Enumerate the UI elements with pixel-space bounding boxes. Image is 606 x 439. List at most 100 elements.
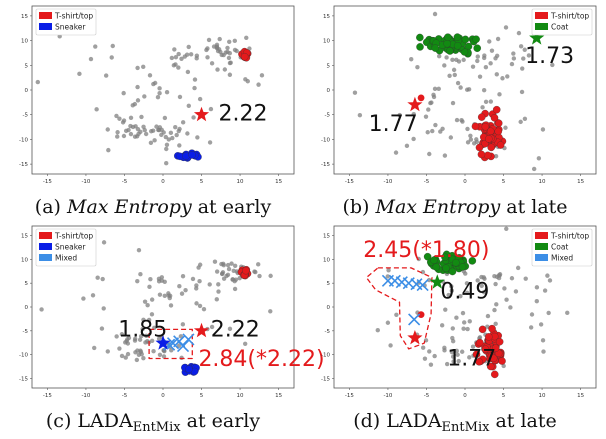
x-tick-label: -15 bbox=[43, 393, 52, 399]
y-tick-label: 0 bbox=[25, 305, 29, 311]
class-point bbox=[458, 263, 467, 271]
class-point bbox=[468, 257, 477, 265]
score-annotation: 0.49 bbox=[440, 279, 489, 304]
y-tick-label: -5 bbox=[325, 113, 331, 119]
y-tick-label: -5 bbox=[325, 329, 331, 335]
x-tick-label: -10 bbox=[81, 179, 90, 185]
legend-label: T-shirt/top bbox=[550, 232, 589, 241]
x-tick-label: 10 bbox=[237, 393, 244, 399]
class-point bbox=[443, 39, 451, 48]
x-tick-label: -10 bbox=[383, 393, 392, 399]
class-point bbox=[491, 344, 500, 352]
score-annotation: 2.22 bbox=[211, 318, 260, 343]
y-tick-label: 5 bbox=[327, 281, 331, 287]
x-tick-label: 0 bbox=[161, 393, 165, 399]
panel-a: -15 -10 -5 0 5 10 15 15 10 5 0 -5 -10 -15 2.22 T-shirt/… bbox=[10, 2, 296, 190]
class-point bbox=[431, 44, 440, 52]
class-point bbox=[446, 47, 454, 55]
caption-d: (d) LADAEntMix at late bbox=[312, 410, 598, 435]
caption-d-sub: EntMix bbox=[441, 420, 490, 435]
class-point bbox=[494, 119, 503, 127]
class-point bbox=[185, 365, 193, 373]
class-point bbox=[477, 150, 486, 159]
x-tick-label: -5 bbox=[424, 179, 430, 185]
y-tick-label: 10 bbox=[21, 39, 28, 45]
legend-swatch bbox=[535, 23, 548, 30]
legend-label: Coat bbox=[551, 23, 568, 32]
x-tick-label: 5 bbox=[200, 393, 204, 399]
x-tick-label: 0 bbox=[161, 179, 165, 185]
x-tick-label: -5 bbox=[424, 393, 430, 399]
class-point bbox=[472, 350, 481, 359]
query-star-marker bbox=[407, 330, 423, 345]
legend-swatch bbox=[39, 243, 52, 250]
class-point bbox=[486, 127, 495, 136]
legend-label: Sneaker bbox=[55, 243, 86, 252]
class-point bbox=[487, 143, 495, 152]
y-tick-label: -15 bbox=[19, 376, 28, 382]
legend: T-shirt/top Sneaker Mixed bbox=[35, 228, 97, 267]
x-tick-label: 0 bbox=[463, 179, 467, 185]
caption-c-suffix: at early bbox=[180, 410, 261, 432]
class-point bbox=[491, 370, 499, 379]
x-tick-label: 15 bbox=[275, 393, 282, 399]
x-tick-label: -15 bbox=[345, 179, 354, 185]
caption-c-prefix: (c) bbox=[45, 410, 78, 432]
class-point bbox=[490, 114, 499, 122]
y-tick-label: 10 bbox=[323, 39, 330, 45]
x-tick-label: -5 bbox=[122, 393, 128, 399]
mixing-region bbox=[148, 328, 193, 360]
x-tick-label: -15 bbox=[43, 179, 52, 185]
caption-d-prefix: (d) bbox=[353, 410, 387, 432]
class-point bbox=[448, 267, 457, 276]
caption-d-name: LADA bbox=[386, 410, 442, 432]
mixed-sample-marker bbox=[176, 340, 190, 353]
score-annotation: 2.45(*1.80) bbox=[363, 238, 489, 263]
legend: T-shirt/top Coat Mixed bbox=[531, 228, 593, 267]
y-tick-label: -15 bbox=[321, 162, 330, 168]
class-point bbox=[489, 354, 498, 363]
y-tick-label: 10 bbox=[323, 257, 330, 263]
caption-b-method: Max Entropy bbox=[375, 196, 501, 218]
legend: T-shirt/top Sneaker bbox=[35, 8, 97, 36]
x-tick-label: 15 bbox=[577, 393, 584, 399]
class-point bbox=[471, 122, 480, 131]
y-tick-label: -15 bbox=[321, 376, 330, 382]
y-tick-label: 5 bbox=[25, 63, 29, 69]
background-points bbox=[39, 240, 273, 363]
class-point bbox=[481, 345, 490, 353]
query-star-marker bbox=[193, 106, 210, 122]
caption-a-suffix: at early bbox=[191, 196, 272, 218]
class-point bbox=[432, 263, 441, 271]
legend-label: Mixed bbox=[55, 254, 77, 263]
caption-c: (c) LADAEntMix at early bbox=[10, 410, 296, 435]
x-tick-label: -5 bbox=[122, 179, 128, 185]
class-point bbox=[498, 357, 506, 365]
y-tick-label: -10 bbox=[321, 137, 330, 143]
class-point bbox=[453, 33, 462, 41]
class-point bbox=[492, 105, 501, 114]
caption-b: (b) Max Entropy at late bbox=[312, 196, 598, 221]
x-tick-label: 0 bbox=[463, 393, 467, 399]
class-point bbox=[494, 127, 503, 136]
score-annotation: 1.77 bbox=[447, 347, 496, 372]
y-tick-label: 10 bbox=[21, 257, 28, 263]
class-point bbox=[417, 311, 425, 319]
y-tick-label: 5 bbox=[25, 281, 29, 287]
mixed-sample-marker bbox=[182, 333, 195, 346]
y-tick-label: 15 bbox=[21, 234, 28, 240]
class-point bbox=[442, 264, 450, 272]
class-point bbox=[477, 113, 486, 121]
y-tick-label: -15 bbox=[19, 162, 28, 168]
class-point bbox=[416, 33, 424, 42]
y-tick-label: -10 bbox=[19, 353, 28, 359]
x-tick-label: 10 bbox=[237, 179, 244, 185]
score-annotation: 1.77 bbox=[369, 112, 418, 137]
class-point bbox=[461, 35, 470, 44]
class-point bbox=[240, 52, 249, 61]
legend-label: Mixed bbox=[551, 254, 573, 263]
y-tick-label: 5 bbox=[327, 63, 331, 69]
class-point bbox=[242, 266, 250, 275]
legend-label: T-shirt/top bbox=[550, 12, 589, 21]
class-point bbox=[485, 333, 493, 341]
